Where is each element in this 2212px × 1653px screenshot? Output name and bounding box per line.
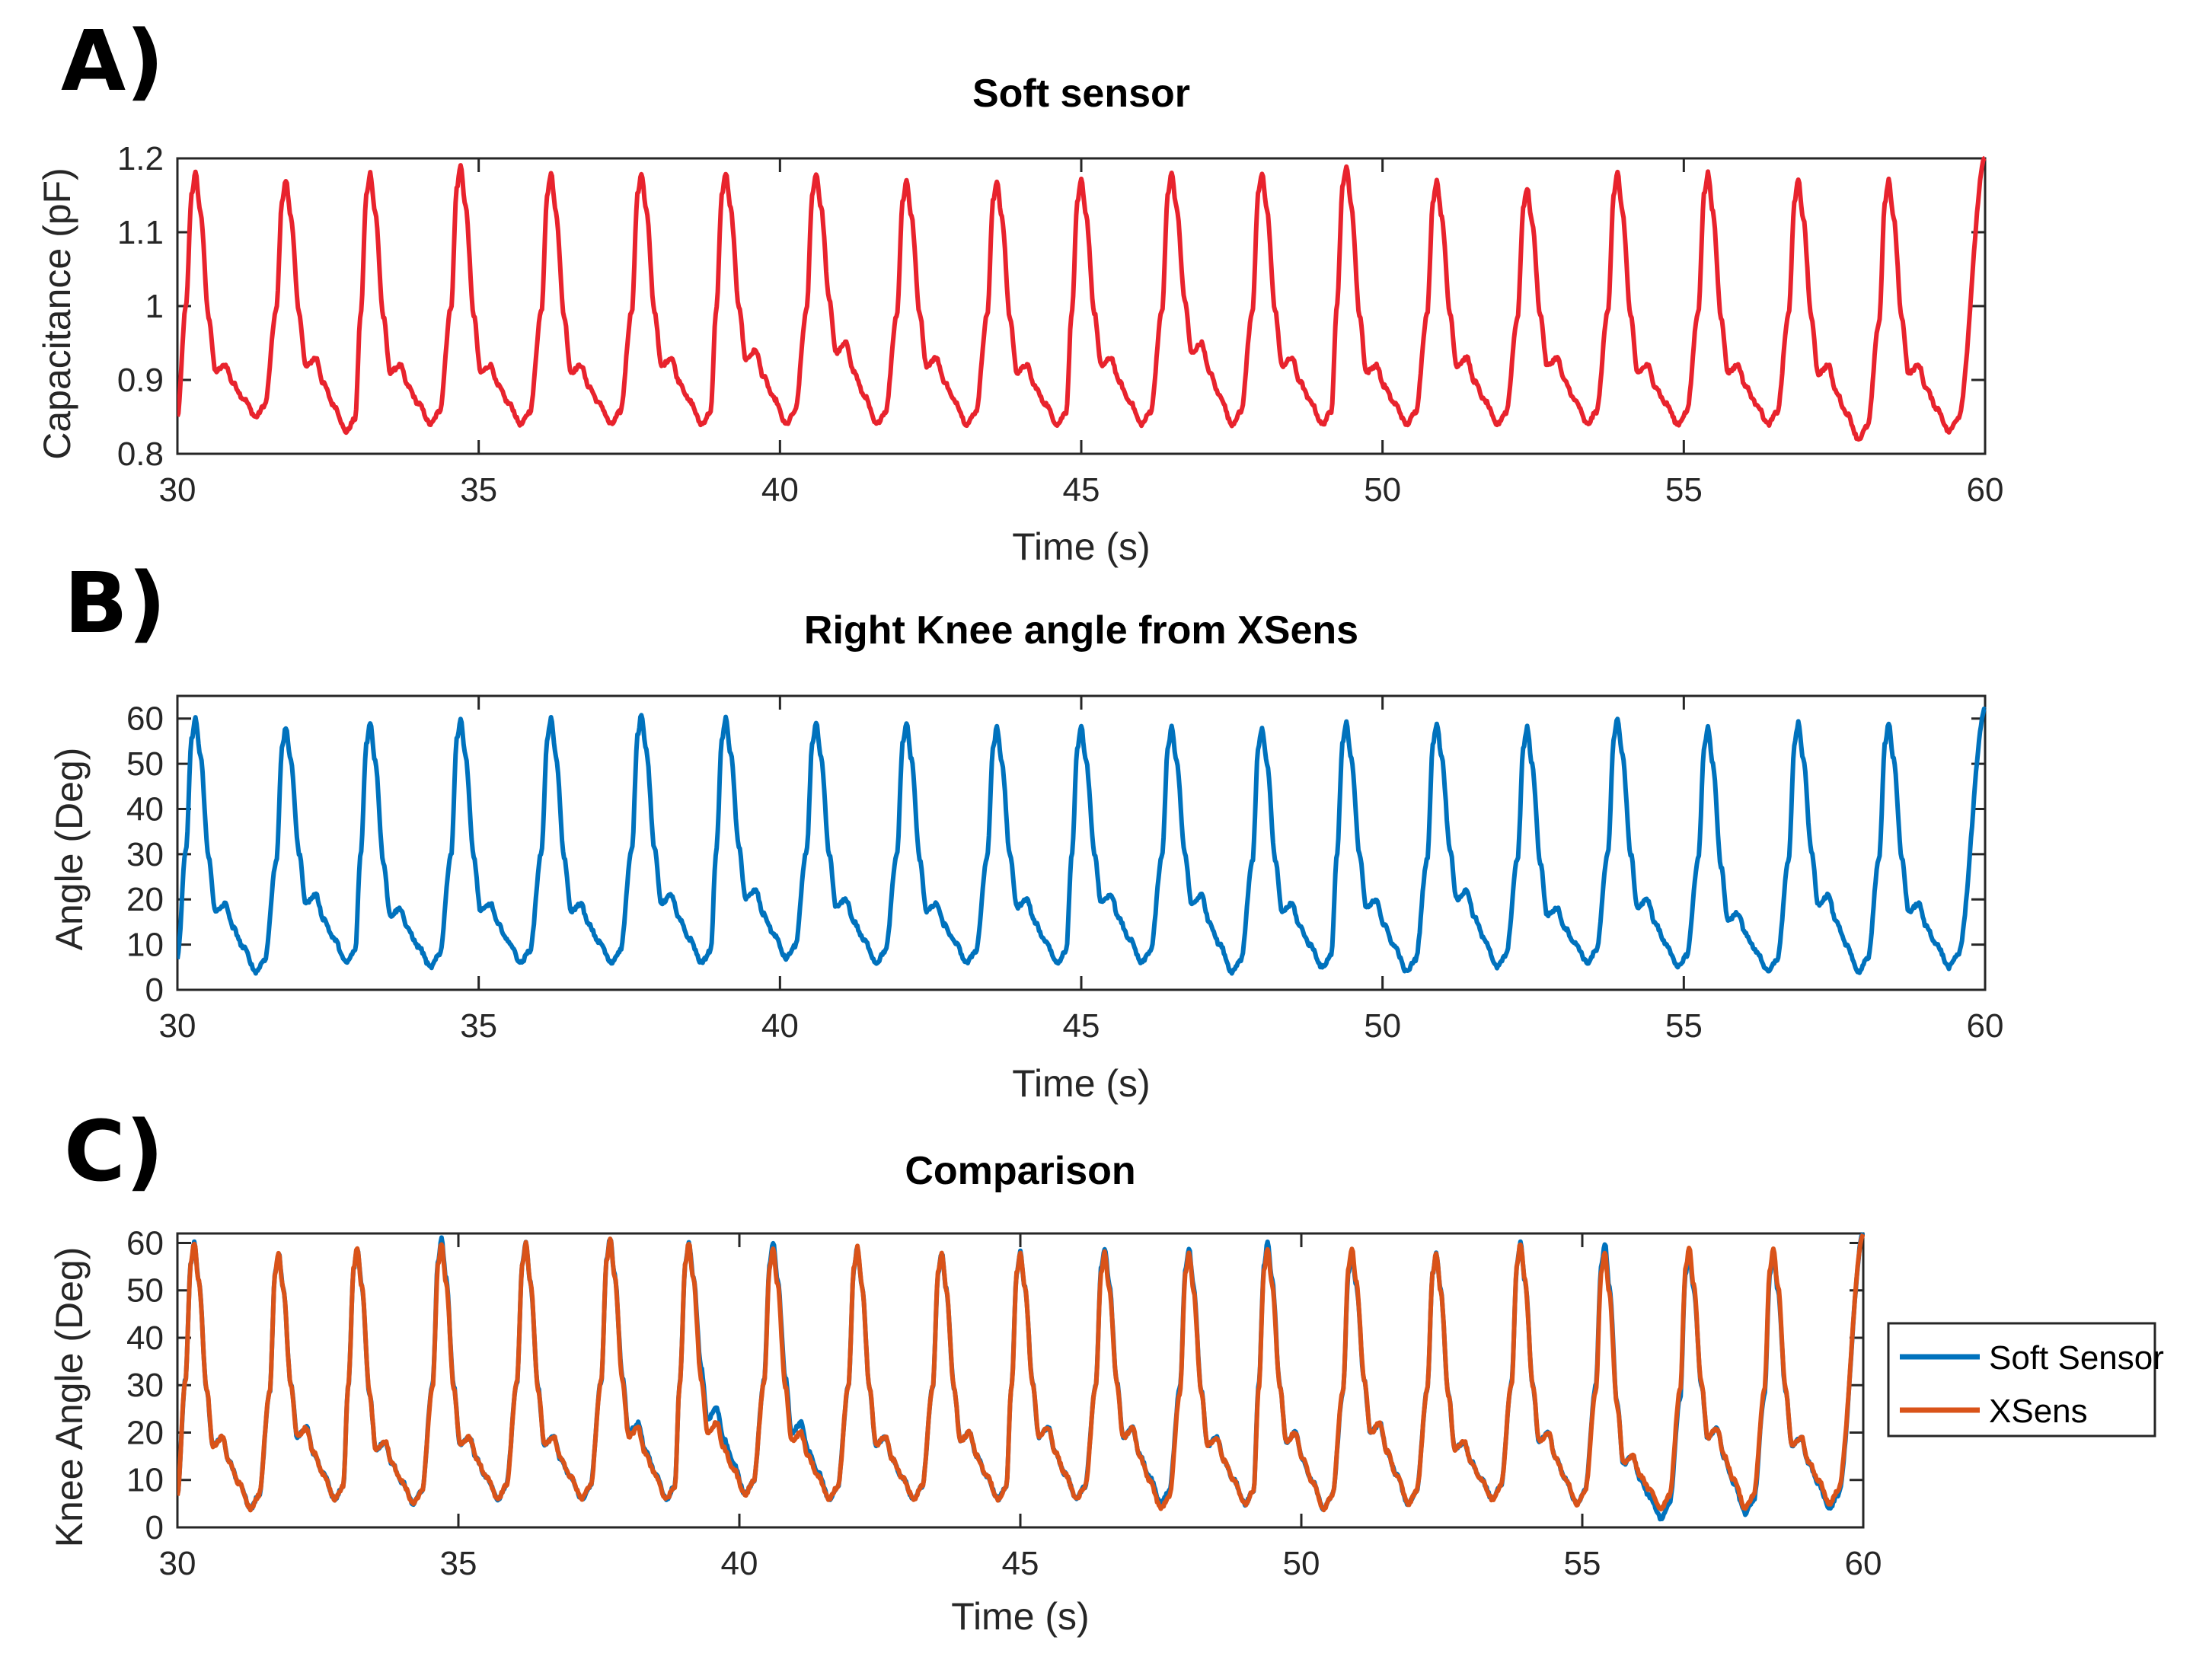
x-tick-label: 50 (1364, 1007, 1401, 1045)
y-tick-label: 20 (126, 1414, 164, 1451)
y-tick-label: 40 (126, 1320, 164, 1357)
x-tick-label: 45 (1063, 1007, 1100, 1045)
y-tick-label: 0 (145, 1509, 164, 1546)
x-tick-label: 40 (761, 1007, 799, 1045)
y-tick-label: 40 (126, 790, 164, 828)
y-axis-label: Capacitance (pF) (36, 168, 78, 460)
tick-group: 30 35 40 45 50 55 60 0 10 20 30 40 50 60 (126, 1224, 1882, 1582)
y-tick-label: 60 (126, 700, 164, 738)
plot-area (177, 706, 1987, 976)
y-tick-label: 60 (126, 1224, 164, 1262)
x-tick-label: 35 (460, 471, 497, 509)
chart-comparison: Comparison 30 35 40 45 50 55 60 0 10 20 30 40 50 60 T… (48, 1149, 2164, 1638)
tick-group: 30 35 40 45 50 55 60 0 10 20 30 40 50 60 (126, 694, 2004, 1045)
legend-box (1887, 1322, 2156, 1438)
x-tick-label: 50 (1364, 471, 1401, 509)
x-tick-label: 30 (159, 1007, 196, 1045)
y-tick-label: 0.8 (117, 436, 164, 473)
chart-knee-angle-xsens: Right Knee angle from XSens 30 35 40 45 50 55… (48, 608, 2003, 1105)
y-tick-label: 0.9 (117, 362, 164, 399)
y-tick-label: 30 (126, 1367, 164, 1404)
x-tick-label: 55 (1665, 1007, 1703, 1045)
y-tick-label: 50 (126, 745, 164, 783)
legend: Soft Sensor XSens (1887, 1322, 2164, 1438)
x-tick-label: 40 (721, 1545, 758, 1582)
y-tick-label: 20 (126, 881, 164, 918)
series-line-xsens (177, 1233, 1865, 1513)
legend-label-soft-sensor: Soft Sensor (1989, 1339, 2164, 1377)
y-axis-label: Knee Angle (Deg) (48, 1247, 91, 1548)
x-tick-label: 30 (159, 1545, 196, 1582)
x-tick-label: 45 (1002, 1545, 1039, 1582)
chart-soft-sensor: Soft sensor 30 35 40 45 50 55 600.80.911.11.2 … (36, 72, 2003, 568)
y-tick-label: 10 (126, 1462, 164, 1499)
y-tick-label: 0 (145, 972, 164, 1009)
x-tick-label: 30 (159, 471, 196, 509)
panel-label-b: B) (64, 554, 166, 652)
x-tick-label: 40 (761, 471, 799, 509)
chart-title: Soft sensor (972, 72, 1190, 116)
x-axis-label: Time (s) (951, 1595, 1089, 1638)
x-tick-label: 45 (1063, 471, 1100, 509)
plot-area (177, 155, 1987, 442)
plot-area (177, 1232, 1865, 1522)
tick-group: 30 35 40 45 50 55 60 0.8 0.9 1 1.1 1.2 (117, 140, 2004, 509)
panel-label-a: A) (61, 12, 164, 110)
x-axis-label: Time (s) (1012, 525, 1150, 568)
chart-title: Right Knee angle from XSens (804, 608, 1358, 653)
y-tick-label: 1.1 (117, 214, 164, 251)
y-tick-label: 50 (126, 1272, 164, 1310)
x-tick-label: 60 (1967, 1007, 2004, 1045)
x-tick-label: 60 (1845, 1545, 1882, 1582)
x-tick-label: 35 (460, 1007, 497, 1045)
x-tick-label: 55 (1665, 471, 1703, 509)
y-tick-label: 10 (126, 927, 164, 964)
y-tick-label: 1 (145, 288, 164, 325)
y-axis-label: Angle (Deg) (48, 748, 91, 951)
chart-title: Comparison (905, 1149, 1135, 1193)
y-tick-label: 1.2 (117, 140, 164, 177)
x-tick-label: 35 (440, 1545, 477, 1582)
x-axis-label: Time (s) (1012, 1062, 1150, 1105)
panel-label-c: C) (64, 1103, 164, 1200)
y-tick-label: 30 (126, 836, 164, 873)
series-line-capacitance (177, 155, 1987, 442)
series-line-angle (177, 706, 1987, 976)
x-tick-label: 55 (1564, 1545, 1601, 1582)
legend-label-xsens: XSens (1989, 1393, 2088, 1430)
x-tick-label: 50 (1283, 1545, 1320, 1582)
x-tick-label: 60 (1967, 471, 2004, 509)
